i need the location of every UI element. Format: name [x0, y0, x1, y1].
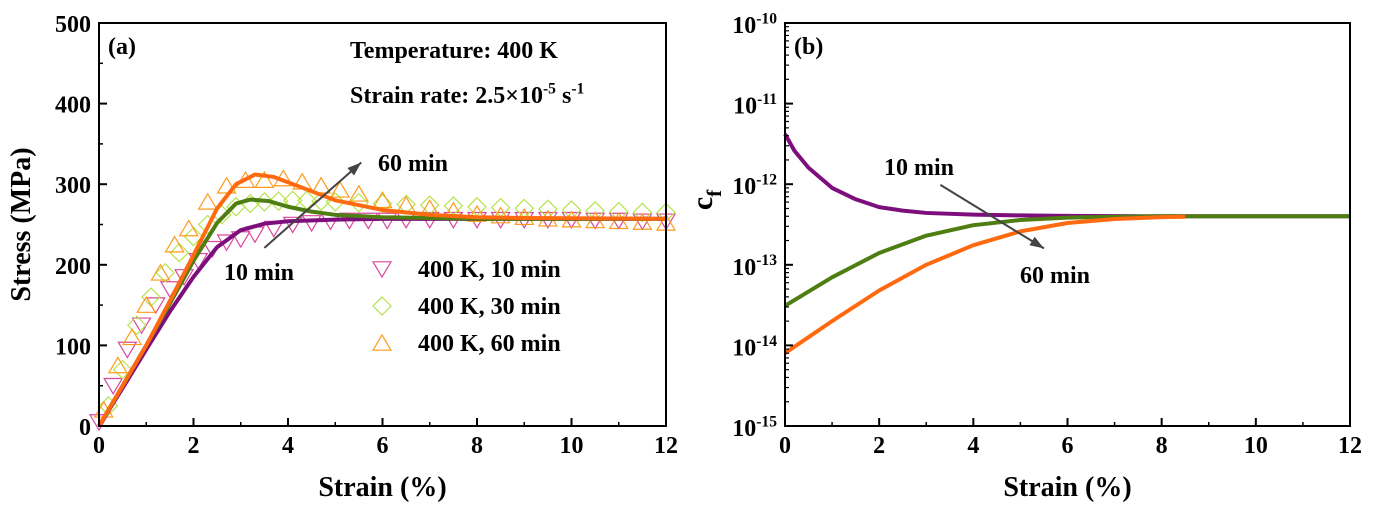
data-point-a-s2 — [216, 176, 237, 194]
panel-label-b: (b) — [794, 34, 823, 60]
y-tick-label-a: 400 — [55, 93, 91, 119]
y-tick-label-a: 200 — [55, 254, 91, 280]
x-tick-label-b: 2 — [873, 433, 885, 459]
x-axis-label-b: Strain (%) — [1003, 472, 1131, 503]
data-point-a-s2 — [466, 204, 488, 222]
data-point-a-s2 — [197, 192, 218, 210]
y-tick-label-b: 10-12 — [732, 172, 777, 201]
data-point-a-s1 — [183, 226, 204, 247]
data-point-a-s1 — [126, 315, 147, 336]
y-tick-label-a: 500 — [55, 12, 91, 38]
y-tick-label-b: 10-13 — [732, 252, 777, 281]
y-tick-label-a: 300 — [55, 173, 91, 199]
y-axis-label-a: Stress (MPa) — [6, 147, 37, 301]
x-tick-label-a: 8 — [471, 433, 483, 459]
legend-marker-a — [371, 261, 393, 279]
data-point-a-s1 — [155, 263, 175, 283]
data-point-a-s0 — [585, 212, 606, 230]
label-10-min-a: 10 min — [224, 260, 294, 286]
y-axis-label-b: cf — [686, 189, 726, 210]
y-tick-label-b: 10-10 — [732, 10, 777, 39]
x-tick-label-a: 10 — [560, 433, 584, 459]
data-point-a-s1 — [538, 199, 558, 220]
legend-entry-a: 400 K, 60 min — [418, 331, 561, 357]
data-point-a-s2 — [178, 219, 199, 237]
y-tick-label-b: 10-11 — [733, 91, 777, 120]
x-tick-label-a: 12 — [654, 433, 678, 459]
x-tick-label-b: 0 — [779, 433, 791, 459]
fit-line-a-s2 — [97, 172, 667, 428]
data-point-a-s2 — [107, 356, 128, 374]
data-point-a-s1 — [197, 214, 218, 235]
data-point-a-s2 — [122, 328, 143, 346]
legend-entry-a: 400 K, 30 min — [418, 294, 561, 320]
data-point-a-s0 — [282, 216, 303, 234]
fit-line-a-s0 — [97, 216, 666, 428]
x-tick-label-a: 0 — [93, 433, 105, 459]
data-point-a-s0 — [103, 377, 124, 395]
strain-rate-annotation: Strain rate: 2.5×10-5 s-1 — [350, 80, 584, 109]
legend-marker-a — [371, 333, 393, 351]
arrow-a — [263, 161, 362, 249]
data-point-a-s2 — [150, 263, 171, 281]
x-axis-label-a: Strain (%) — [318, 472, 446, 503]
y-tick-label-a: 0 — [79, 415, 91, 441]
panel-label-a: (a) — [108, 34, 136, 60]
temperature-annotation: Temperature: 400 K — [350, 38, 558, 64]
arrow-b — [939, 184, 1045, 250]
line-b-s2 — [783, 214, 1186, 355]
data-point-a-s0 — [377, 212, 398, 230]
fit-line-a-s1 — [97, 197, 666, 428]
data-point-a-s0 — [301, 215, 322, 233]
data-point-a-s1 — [169, 242, 190, 263]
data-point-a-s0 — [145, 297, 166, 315]
data-point-a-s1 — [141, 287, 161, 307]
data-point-a-s1 — [112, 359, 133, 380]
line-b-s0 — [783, 132, 1350, 219]
y-tick-label-b: 10-15 — [732, 413, 777, 442]
x-tick-label-b: 12 — [1338, 433, 1362, 459]
label-60-min-a: 60 min — [378, 151, 448, 177]
x-tick-label-b: 4 — [967, 433, 979, 459]
x-tick-label-b: 10 — [1244, 433, 1268, 459]
x-tick-label-b: 8 — [1156, 433, 1168, 459]
legend-entry-a: 400 K, 10 min — [418, 257, 561, 283]
data-point-a-s2 — [372, 191, 393, 209]
data-point-a-s2 — [164, 235, 185, 253]
x-tick-label-a: 4 — [282, 433, 294, 459]
arrow-a-head — [347, 162, 362, 176]
x-tick-label-a: 6 — [377, 433, 389, 459]
data-point-a-s2 — [490, 206, 511, 224]
y-tick-label-a: 100 — [55, 334, 91, 360]
arrow-b-head — [1029, 236, 1044, 249]
line-b-s1 — [783, 214, 1350, 308]
x-tick-label-b: 6 — [1062, 433, 1074, 459]
data-point-a-s1 — [349, 192, 369, 213]
data-point-a-s1 — [632, 202, 653, 223]
data-point-a-s0 — [117, 341, 138, 359]
label-60-min-b: 60 min — [1020, 263, 1090, 289]
x-tick-label-a: 2 — [188, 433, 200, 459]
data-point-a-s2 — [136, 295, 157, 313]
data-point-a-s2 — [632, 212, 653, 230]
label-10-min-b: 10 min — [884, 155, 954, 181]
legend-marker-a — [372, 296, 392, 316]
data-point-a-s2 — [329, 180, 351, 198]
y-tick-label-b: 10-14 — [732, 333, 777, 362]
data-point-a-s2 — [348, 184, 369, 202]
data-point-a-s1 — [372, 193, 393, 214]
data-point-a-s1 — [268, 191, 289, 211]
data-point-a-s2 — [254, 170, 275, 188]
